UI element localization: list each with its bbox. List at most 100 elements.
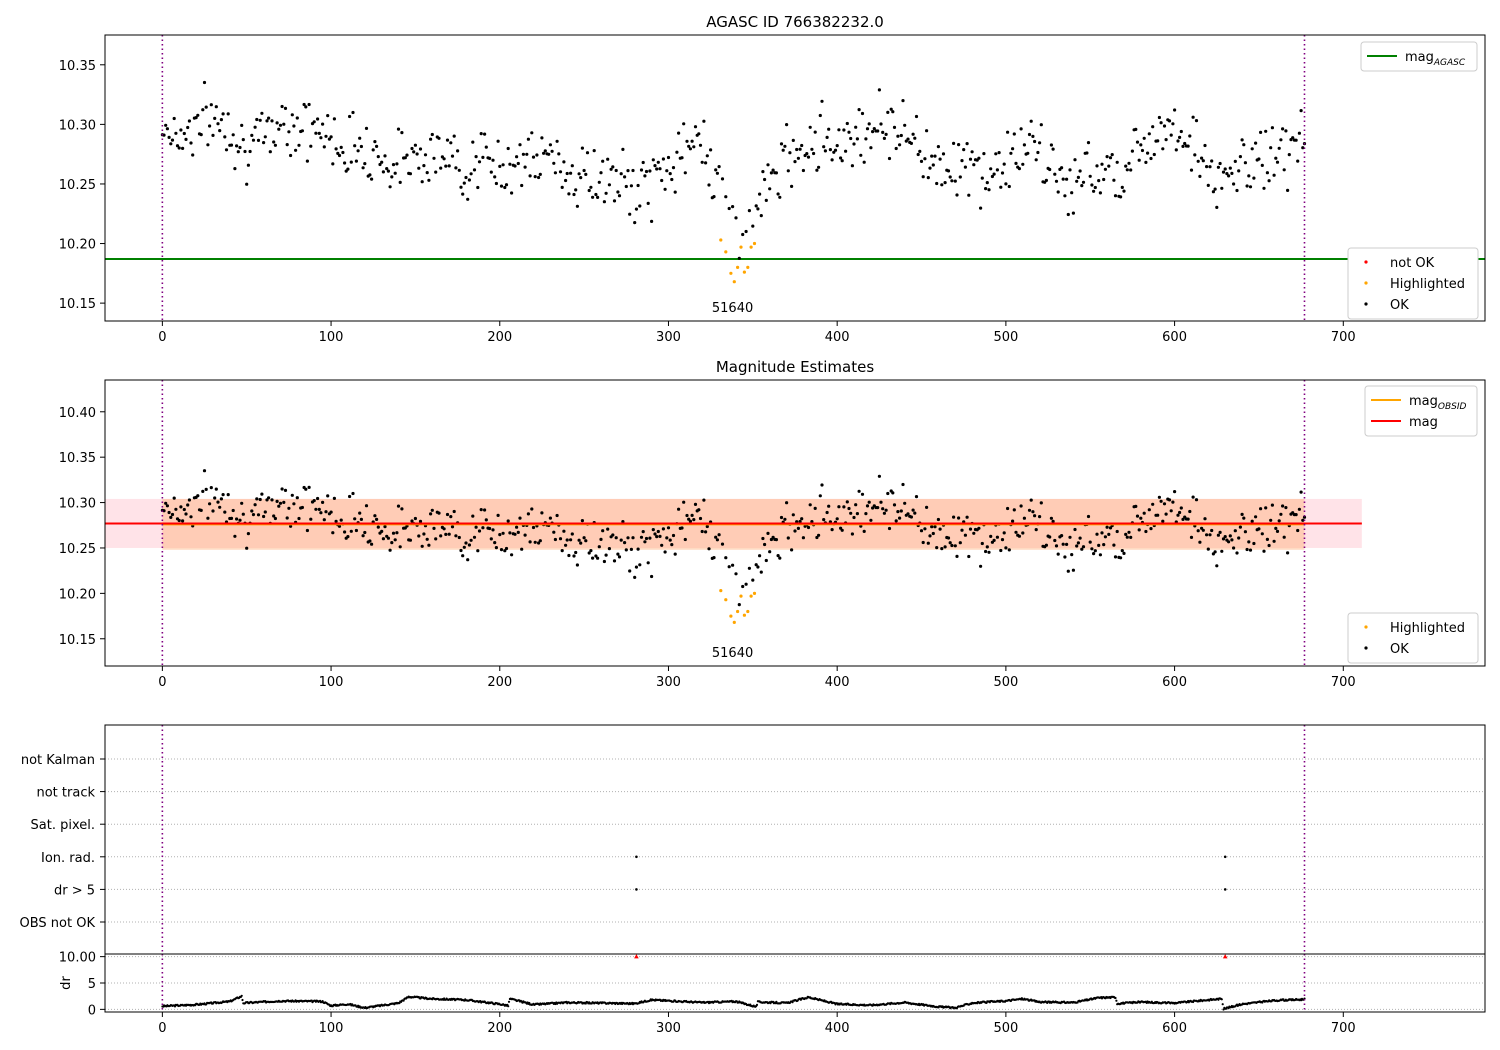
ok-point	[413, 143, 417, 147]
ok-point	[1233, 529, 1237, 533]
ok-point	[385, 167, 389, 171]
ok-point	[690, 139, 694, 143]
ok-point	[1017, 167, 1022, 171]
ok-point	[982, 152, 986, 156]
ok-point	[830, 158, 834, 162]
ok-point	[1049, 516, 1053, 520]
ok-point	[877, 88, 882, 92]
ok-point	[1108, 526, 1113, 530]
ok-point	[658, 534, 662, 539]
ok-point	[751, 578, 755, 582]
highlighted-point	[749, 245, 753, 249]
flag-point	[1223, 888, 1227, 891]
ok-point	[300, 129, 304, 133]
ok-point	[425, 537, 429, 541]
ok-point	[403, 156, 407, 160]
ok-point	[454, 166, 458, 170]
ok-point	[332, 496, 336, 500]
ok-point	[1267, 543, 1271, 548]
legend-box	[1347, 612, 1479, 664]
ok-point	[1134, 127, 1138, 131]
ok-point	[758, 554, 762, 558]
dr-limit-marker	[1222, 954, 1228, 959]
ok-point	[1139, 516, 1143, 520]
y-axis-label: dr	[59, 976, 74, 990]
ok-point	[614, 536, 618, 540]
legend-box	[1347, 247, 1479, 320]
ok-point	[896, 510, 900, 514]
ok-point	[346, 535, 350, 539]
ok-point	[1063, 194, 1067, 198]
ok-point	[1296, 528, 1300, 533]
ok-point	[965, 142, 969, 146]
ok-point	[764, 558, 768, 563]
ok-point	[552, 161, 556, 165]
ok-point	[393, 538, 397, 542]
ok-point	[319, 511, 323, 515]
ok-point	[1075, 179, 1079, 183]
ok-point	[812, 151, 816, 156]
ok-point	[779, 515, 784, 520]
ok-point	[692, 145, 696, 149]
ok-point	[1164, 138, 1168, 142]
ok-point	[1088, 540, 1092, 544]
ok-point	[530, 131, 534, 135]
ok-point	[707, 183, 711, 187]
ok-point	[656, 160, 660, 164]
ok-point	[876, 129, 880, 133]
ok-point	[724, 195, 728, 199]
ok-point	[570, 164, 574, 168]
ok-point	[449, 515, 453, 519]
ok-point	[513, 164, 517, 168]
ok-point	[1274, 526, 1278, 531]
ok-point	[447, 532, 451, 536]
ok-point	[727, 206, 731, 211]
ok-point	[587, 551, 591, 555]
ok-point	[307, 102, 311, 107]
ok-point	[611, 165, 615, 169]
ok-point	[398, 180, 402, 184]
ok-point	[805, 152, 809, 156]
ok-point	[778, 195, 782, 199]
ok-point	[1252, 176, 1256, 180]
ok-point	[1014, 161, 1018, 165]
ok-point	[570, 532, 574, 536]
ok-point	[963, 165, 968, 169]
ok-point	[504, 183, 509, 187]
ok-point	[709, 148, 713, 152]
ok-point	[201, 489, 205, 493]
ok-point	[488, 526, 492, 531]
x-tick-label: 200	[487, 1021, 512, 1036]
ok-point	[459, 548, 463, 553]
ok-point	[469, 172, 473, 176]
ok-point	[796, 526, 801, 531]
ok-point	[1215, 205, 1219, 209]
ok-point	[737, 603, 741, 607]
ok-point	[312, 499, 316, 503]
ok-point	[467, 543, 471, 547]
x-tick-label: 700	[1331, 1021, 1356, 1036]
ok-point	[1075, 544, 1079, 548]
ok-point	[560, 549, 564, 553]
ok-point	[663, 550, 667, 554]
ok-point	[329, 510, 333, 514]
ok-point	[1191, 495, 1195, 499]
ok-point	[1000, 171, 1005, 175]
ok-point	[1066, 212, 1070, 217]
ok-point	[454, 534, 458, 538]
ok-point	[216, 122, 220, 126]
ok-point	[1254, 141, 1258, 145]
ok-point	[489, 170, 493, 174]
ok-point	[671, 166, 676, 170]
ok-point	[881, 507, 885, 511]
ok-point	[833, 148, 838, 152]
ok-point	[1026, 151, 1030, 155]
ok-point	[391, 531, 396, 535]
ok-point	[248, 149, 252, 154]
ok-point	[1006, 506, 1010, 511]
ok-point	[884, 132, 888, 136]
ok-point	[434, 170, 438, 174]
ok-point	[715, 171, 720, 175]
legend-box	[1364, 385, 1478, 437]
